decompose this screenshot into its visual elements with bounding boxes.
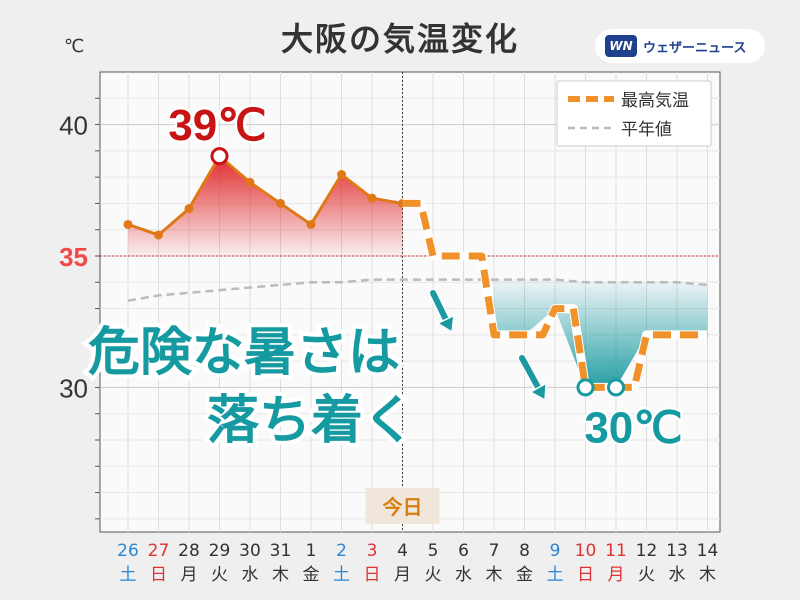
x-tick-label-date: 29: [209, 541, 231, 561]
x-tick-label-weekday: 金: [516, 565, 533, 585]
x-tick-label-date: 13: [666, 541, 688, 561]
x-tick-label-weekday: 土: [547, 565, 564, 585]
today-label-background: [365, 488, 440, 524]
y-tick-label: 35: [59, 242, 88, 272]
x-tick-label-date: 9: [550, 541, 561, 561]
x-tick-label-weekday: 日: [150, 565, 167, 585]
normal-temperature-line: [127, 278, 708, 302]
observed-data-point: [154, 230, 163, 240]
x-tick-label-weekday: 月: [608, 565, 625, 585]
x-tick-label-weekday: 火: [638, 565, 655, 585]
x-tick-label-date: 2: [336, 541, 347, 561]
x-tick-label-weekday: 水: [242, 565, 259, 585]
observed-data-point: [184, 204, 194, 214]
observed-data-point: [367, 193, 377, 203]
observed-data-point: [245, 177, 255, 187]
observed-max-temperature-line: [127, 154, 403, 237]
x-tick-label-weekday: 月: [181, 565, 198, 585]
x-tick-label-weekday: 土: [120, 565, 137, 585]
weathernews-logo: WN ウェザーニュース: [595, 29, 765, 63]
x-tick-label-weekday: 火: [425, 565, 442, 585]
down-arrow: [519, 355, 542, 391]
legend-label-normal: 平年値: [621, 120, 672, 140]
today-label: 今日: [383, 495, 423, 519]
x-tick-label-date: 7: [489, 541, 500, 561]
x-tick-label-weekday: 土: [333, 565, 350, 585]
low-marker: [607, 378, 625, 397]
x-tick-label-weekday: 木: [486, 565, 503, 585]
x-tick-label-weekday: 月: [394, 565, 411, 585]
x-tick-label-date: 14: [697, 541, 719, 561]
x-tick-label-weekday: 火: [211, 565, 228, 585]
y-tick-label: 30: [59, 373, 88, 403]
hot-area: [128, 156, 403, 256]
peak-temperature-label: 39℃: [168, 101, 266, 150]
x-tick-label-date: 1: [306, 541, 317, 561]
chart-title: 大阪の気温変化: [280, 20, 519, 58]
x-tick-label-weekday: 木: [699, 565, 716, 585]
y-tick-label: 40: [59, 111, 88, 141]
low-marker: [576, 378, 595, 397]
x-tick-label-date: 28: [178, 541, 200, 561]
x-tick-label-date: 5: [428, 541, 439, 561]
cool-area: [494, 279, 708, 388]
down-arrow-head: [528, 382, 548, 402]
weathernews-logo-mark: WN: [605, 35, 637, 57]
weathernews-logo-text: ウェザーニュース: [643, 40, 747, 56]
observed-data-point: [306, 219, 316, 229]
forecast-max-temperature-line: [402, 199, 708, 391]
x-tick-label-date: 27: [148, 541, 170, 561]
x-tick-label-date: 26: [117, 541, 139, 561]
x-tick-label-weekday: 木: [272, 565, 289, 585]
x-tick-label-date: 6: [458, 541, 469, 561]
x-tick-label-date: 10: [575, 541, 597, 561]
x-tick-label-weekday: 日: [577, 565, 594, 585]
x-tick-label-date: 12: [636, 541, 658, 561]
down-arrow-head: [436, 314, 455, 334]
x-tick-label-weekday: 水: [669, 565, 686, 585]
x-tick-label-date: 8: [519, 541, 530, 561]
message-line-1: 危険な暑さは: [88, 323, 400, 383]
y-axis-unit: ℃: [64, 36, 85, 57]
x-tick-label-date: 30: [239, 541, 261, 561]
x-tick-label-date: 3: [367, 541, 378, 561]
x-tick-label-date: 31: [270, 541, 292, 561]
peak-marker: [210, 147, 229, 166]
observed-data-point: [337, 170, 346, 180]
x-tick-label-date: 4: [397, 541, 408, 561]
x-tick-label-date: 11: [605, 541, 627, 561]
message-line-2: 落ち着く: [207, 391, 415, 451]
legend-label-max-temperature: 最高気温: [621, 91, 689, 111]
x-tick-label-weekday: 水: [455, 565, 472, 585]
x-tick-label-weekday: 日: [364, 565, 381, 585]
observed-data-point: [276, 198, 285, 208]
low-temperature-label: 30℃: [584, 403, 682, 452]
x-tick-label-weekday: 金: [303, 565, 320, 585]
observed-data-point: [123, 219, 133, 229]
down-arrow: [430, 290, 449, 323]
